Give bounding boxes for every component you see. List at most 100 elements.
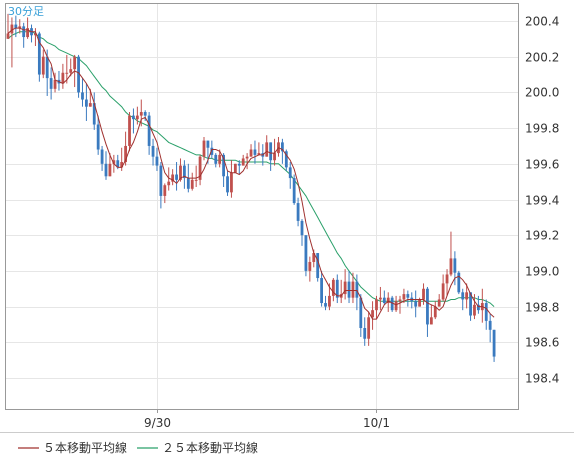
candle-body [335, 279, 339, 298]
candle-body [492, 329, 496, 357]
candle-body [124, 145, 127, 163]
y-tick-label: 198.8 [525, 301, 559, 315]
candle-body [484, 303, 488, 321]
candle [390, 295, 394, 312]
candle [355, 274, 359, 311]
candle-body [206, 140, 210, 148]
candle [233, 163, 237, 173]
candle [414, 290, 418, 318]
candle [34, 28, 37, 46]
candle-body [418, 299, 421, 307]
candle-body [73, 56, 77, 70]
candle [132, 108, 135, 134]
candle-body [226, 176, 229, 193]
candle [226, 170, 229, 196]
candle [108, 153, 112, 177]
candle [249, 144, 253, 157]
candle-body [186, 178, 190, 189]
candle [265, 135, 269, 157]
candle-body [469, 292, 472, 316]
candle [433, 301, 437, 320]
candle-body [112, 160, 116, 164]
candle [304, 235, 308, 277]
candle [375, 295, 378, 320]
candle-body [147, 115, 151, 146]
y-axis-labels: 200.4 200.2 200.0 199.8 199.6 199.4 199.2 199.0… [525, 15, 559, 386]
y-tick-label: 200.4 [525, 15, 559, 29]
candle [194, 165, 198, 188]
candle-body [394, 301, 398, 311]
candle [308, 256, 312, 282]
candle [65, 54, 69, 84]
candle-body [210, 147, 214, 155]
candle-body [45, 56, 49, 79]
candle [441, 274, 445, 302]
candle [284, 149, 288, 171]
candle-body [132, 115, 135, 120]
candle-body [351, 281, 355, 298]
candle-body [143, 112, 147, 116]
candle-body [26, 28, 29, 38]
candle-body [241, 158, 245, 166]
candle [296, 197, 300, 227]
candle [245, 153, 249, 170]
candle-body [230, 172, 233, 193]
candle [371, 301, 374, 330]
candle [449, 231, 453, 277]
candle-body [269, 142, 273, 161]
y-tick-label: 199.8 [525, 122, 559, 136]
candle-body [386, 297, 390, 304]
candle-body [65, 72, 69, 74]
candle [143, 110, 147, 121]
candle-body [253, 149, 257, 155]
candle [343, 269, 347, 300]
candle-body [116, 160, 120, 168]
candle-body [194, 179, 198, 181]
candle [183, 160, 186, 189]
candle [139, 99, 143, 127]
candle [469, 292, 472, 321]
legend-item-ma5: ５本移動平均線 [18, 440, 127, 455]
candle-body [104, 163, 108, 177]
candle-body [273, 153, 276, 161]
candle-body [34, 33, 37, 36]
candle [151, 138, 155, 166]
candle [41, 49, 45, 79]
candle [386, 292, 390, 312]
candle-body [163, 185, 167, 196]
y-tick-label: 198.6 [525, 336, 559, 350]
candle-body [183, 165, 186, 179]
candle-body [233, 163, 237, 173]
candle [324, 295, 327, 311]
candle-body [77, 56, 80, 93]
candle [445, 269, 449, 296]
candle-body [488, 320, 492, 330]
candle [92, 92, 96, 130]
y-tick-label: 199.2 [525, 229, 559, 243]
candle-body [406, 294, 410, 298]
candle-body [316, 253, 320, 279]
candle [237, 160, 241, 175]
legend-item-ma25: ２５本移動平均線 [137, 440, 258, 455]
candle-body [433, 306, 437, 318]
y-tick-label: 199.6 [525, 158, 559, 172]
candles [6, 13, 496, 362]
candle-body [296, 203, 300, 221]
candle [379, 286, 382, 311]
legend: ５本移動平均線 ２５本移動平均線 [18, 440, 258, 455]
plot-frame [5, 3, 519, 410]
candle-body [445, 274, 449, 284]
candle [488, 313, 492, 343]
candle-body [120, 162, 124, 168]
candle-body [92, 103, 96, 125]
candle-body [343, 281, 347, 295]
candle [288, 162, 292, 189]
candle [394, 295, 398, 312]
candle [26, 17, 29, 39]
candle-body [402, 294, 406, 300]
candle-body [108, 163, 112, 177]
y-tick-label: 200.2 [525, 51, 559, 65]
candle [492, 329, 496, 362]
